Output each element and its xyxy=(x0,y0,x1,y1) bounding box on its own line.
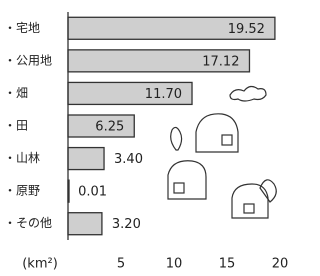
category-label: ・田 xyxy=(4,119,28,133)
category-label: ・原野 xyxy=(4,184,40,198)
x-tick-label: 15 xyxy=(219,257,236,272)
value-label: 6.25 xyxy=(95,120,124,135)
value-label: 17.12 xyxy=(202,54,239,69)
chart: (km²) 5 10 15 20 ・宅地 19.52 ・公用地 17.12 ・畑 11.70 ・田 6… xyxy=(0,0,296,276)
x-tick-label: 20 xyxy=(272,257,289,272)
value-label: 3.40 xyxy=(114,152,143,167)
value-label: 19.52 xyxy=(228,22,265,37)
x-tick-label: 10 xyxy=(166,257,183,272)
bar xyxy=(68,148,104,170)
value-label: 11.70 xyxy=(145,87,182,102)
x-axis-label: (km²) xyxy=(22,257,58,272)
category-label: ・公用地 xyxy=(4,53,52,67)
value-label: 3.20 xyxy=(112,217,141,232)
category-label: ・畑 xyxy=(4,86,28,100)
x-tick-label: 5 xyxy=(117,257,125,272)
value-label: 0.01 xyxy=(78,185,107,200)
category-label: ・山林 xyxy=(4,151,40,165)
category-label: ・その他 xyxy=(4,216,52,230)
category-label: ・宅地 xyxy=(4,20,40,35)
bar xyxy=(68,213,102,235)
house-illustration xyxy=(168,86,276,218)
